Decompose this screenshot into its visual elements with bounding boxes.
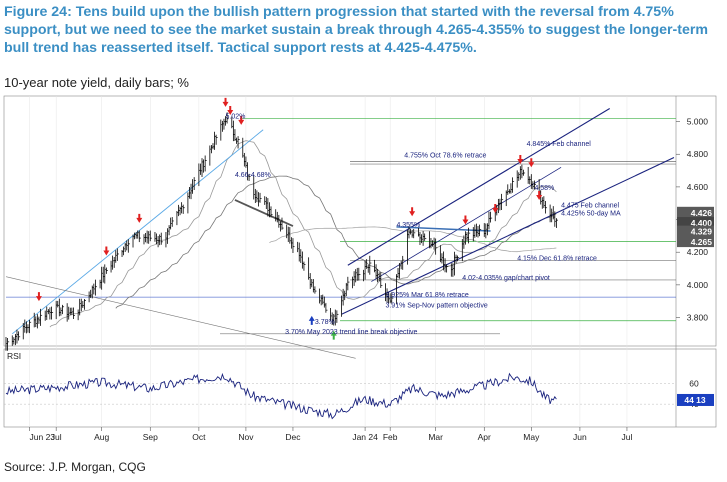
annotation-label: 4.355% — [396, 222, 420, 229]
x-tick-label: Jun 23 — [30, 432, 56, 442]
feb-channel-lower — [341, 157, 675, 315]
sep-nov-neckline — [234, 199, 294, 227]
rsi-level-label: 60 — [689, 378, 699, 388]
price-bars — [5, 112, 558, 351]
annotation-label: 4.66-4.68% — [235, 172, 271, 179]
ma-120 — [269, 226, 557, 253]
ma-50 — [115, 175, 557, 309]
annotation-label: 4.845% Feb channel — [527, 141, 592, 148]
rsi-label: RSI — [7, 351, 21, 361]
y-tick-label: 4.600 — [687, 182, 709, 192]
y-tick-label: 3.800 — [687, 313, 709, 323]
x-tick-label: Feb — [383, 432, 398, 442]
y-tick-label: 4.200 — [687, 247, 709, 257]
sell-arrow — [227, 106, 234, 116]
price-label-box — [677, 225, 714, 237]
sell-arrow — [103, 246, 110, 256]
x-tick-label: Nov — [238, 432, 254, 442]
sell-arrow — [536, 190, 543, 200]
feb-channel-upper — [347, 108, 610, 266]
sell-arrow — [238, 115, 245, 125]
sell-arrow — [409, 207, 416, 217]
price-label-box — [677, 217, 714, 229]
signal-arrows — [35, 97, 543, 340]
dotted-trend — [5, 276, 356, 359]
annotation-label: 3.78% — [315, 319, 335, 326]
chart-title: Figure 24: Tens build upon the bullish p… — [4, 4, 709, 56]
price-label: 4.265 — [691, 237, 713, 247]
sell-arrow — [528, 158, 535, 168]
rsi-value: 44 13 — [684, 395, 706, 405]
x-tick-label: May — [523, 432, 540, 442]
price-panel-frame — [3, 95, 717, 347]
annotations: 5.02% 4.66-4.68% 4.755% Oct 78.6% retrace 4… — [226, 113, 621, 336]
rsi-line — [5, 372, 557, 420]
y-tick-label: 5.000 — [687, 117, 709, 127]
x-tick-label: Jun — [573, 432, 587, 442]
x-tick-label: Mar — [428, 432, 443, 442]
x-tick-label: Dec — [285, 432, 301, 442]
chart-subtitle: 10-year note yield, daily bars; % — [4, 75, 189, 90]
y-tick-label: 4.000 — [687, 280, 709, 290]
rsi-panel: 604044 13 — [4, 372, 714, 420]
moving-averages — [49, 140, 557, 328]
sell-arrow — [222, 97, 229, 107]
sell-arrow — [35, 292, 42, 302]
price-label-box — [677, 236, 714, 248]
rsi-panel-frame — [3, 348, 717, 428]
annotation-label: 4.425% 50-day MA — [561, 210, 621, 217]
annotation-label: 3.70% May 2023 trend line break objectiv… — [285, 329, 417, 336]
y-tick-label: 4.800 — [687, 149, 709, 159]
x-tick-label: Apr — [478, 432, 491, 442]
support-resistance-lines — [6, 117, 676, 335]
x-tick-label: Sep — [143, 432, 158, 442]
annotation-label: 3.925% Mar 61.8% retrace — [385, 292, 468, 299]
annotation-label: 5.02% — [226, 113, 246, 120]
source-note: Source: J.P. Morgan, CQG — [4, 460, 146, 474]
price-label-box — [677, 206, 714, 218]
annotation-label: 4.475 Feb channel — [561, 202, 619, 209]
x-tick-label: Jan 24 — [352, 432, 378, 442]
price-label: 4.426 — [691, 208, 713, 218]
sell-arrow — [517, 155, 524, 165]
x-tick-label: Oct — [192, 432, 206, 442]
yield-chart: RSI 5.0004.8004.6004.4004.2004.0003.800 … — [3, 95, 717, 442]
sell-arrow — [492, 204, 499, 214]
annotation-label: 4.755% Oct 78.6% retrace — [404, 153, 486, 160]
buy-arrow — [330, 330, 337, 340]
x-tick-label: Jul — [51, 432, 62, 442]
annotation-label: 4.15% Dec 61.8% retrace — [517, 255, 597, 262]
x-tick-label: Jul — [622, 432, 633, 442]
rsi-value-box — [677, 393, 714, 406]
sell-arrow — [136, 213, 143, 223]
x-tick-label: Aug — [94, 432, 109, 442]
annotation-label: 4.02-4.035% gap/chart pivot — [462, 275, 550, 282]
price-label: 4.329 — [691, 227, 713, 237]
annotation-label: 4.58% — [534, 185, 554, 192]
sell-arrow — [462, 215, 469, 225]
price-label: 4.400 — [691, 218, 713, 228]
ma-20 — [49, 140, 557, 328]
annotation-label: 3.91% Sep-Nov pattern objective — [385, 303, 487, 310]
buy-arrow — [308, 315, 315, 325]
